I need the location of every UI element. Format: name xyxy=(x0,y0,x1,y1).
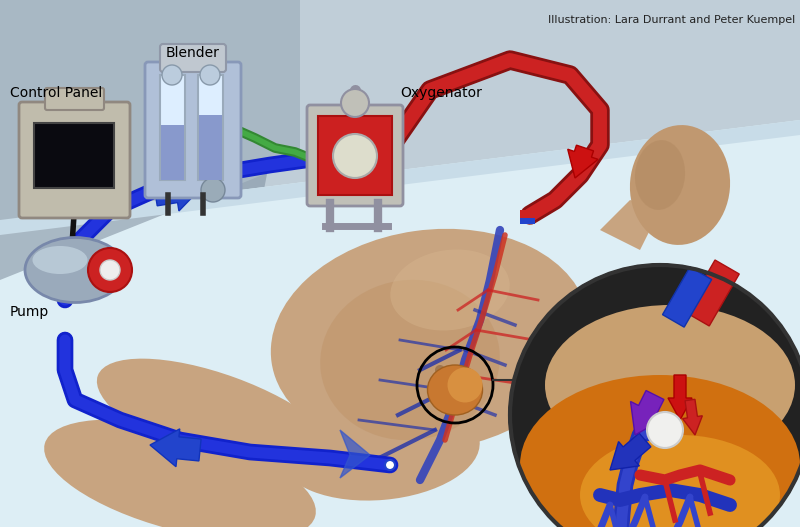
Circle shape xyxy=(435,365,445,375)
Ellipse shape xyxy=(635,140,685,210)
FancyArrow shape xyxy=(682,399,702,435)
FancyBboxPatch shape xyxy=(145,62,241,198)
Ellipse shape xyxy=(545,305,795,465)
Bar xyxy=(520,218,535,224)
Ellipse shape xyxy=(447,367,482,403)
FancyBboxPatch shape xyxy=(307,105,403,206)
Ellipse shape xyxy=(488,355,632,445)
Polygon shape xyxy=(0,120,800,527)
FancyBboxPatch shape xyxy=(45,88,104,110)
FancyArrow shape xyxy=(153,167,205,211)
Ellipse shape xyxy=(271,229,589,451)
Circle shape xyxy=(201,178,225,202)
Polygon shape xyxy=(200,0,800,527)
Circle shape xyxy=(510,265,800,527)
Ellipse shape xyxy=(630,125,730,245)
Ellipse shape xyxy=(320,280,500,440)
Ellipse shape xyxy=(580,435,780,527)
Circle shape xyxy=(200,65,220,85)
FancyArrow shape xyxy=(610,433,651,470)
Circle shape xyxy=(647,412,683,448)
FancyArrow shape xyxy=(630,391,665,435)
Ellipse shape xyxy=(25,238,125,302)
Bar xyxy=(198,75,223,180)
Polygon shape xyxy=(0,0,300,280)
Bar xyxy=(161,125,184,180)
Circle shape xyxy=(385,460,395,470)
Ellipse shape xyxy=(44,419,316,527)
Bar xyxy=(520,210,535,218)
Circle shape xyxy=(88,248,132,292)
Text: Oxygenator: Oxygenator xyxy=(400,86,482,100)
Bar xyxy=(662,267,712,327)
Bar xyxy=(34,123,114,188)
FancyBboxPatch shape xyxy=(19,102,130,218)
Ellipse shape xyxy=(390,249,510,330)
Ellipse shape xyxy=(427,365,482,415)
Circle shape xyxy=(333,134,377,178)
Ellipse shape xyxy=(33,246,87,274)
Bar xyxy=(160,75,185,180)
FancyBboxPatch shape xyxy=(160,44,226,72)
Bar xyxy=(685,260,739,326)
Polygon shape xyxy=(600,200,660,250)
FancyArrow shape xyxy=(668,375,692,420)
FancyArrow shape xyxy=(150,429,201,467)
Ellipse shape xyxy=(280,399,480,501)
Text: Control Panel: Control Panel xyxy=(10,86,102,100)
Polygon shape xyxy=(340,430,370,478)
Circle shape xyxy=(100,260,120,280)
Polygon shape xyxy=(0,120,800,235)
Bar xyxy=(318,116,392,195)
Ellipse shape xyxy=(520,375,800,527)
Bar xyxy=(199,115,222,180)
Text: Illustration: Lara Durrant and Peter Kuempel: Illustration: Lara Durrant and Peter Kue… xyxy=(548,15,795,25)
Circle shape xyxy=(162,65,182,85)
Ellipse shape xyxy=(97,359,343,481)
FancyArrow shape xyxy=(568,145,598,178)
Text: Blender: Blender xyxy=(166,46,220,60)
Circle shape xyxy=(341,89,369,117)
Text: Pump: Pump xyxy=(10,305,50,319)
